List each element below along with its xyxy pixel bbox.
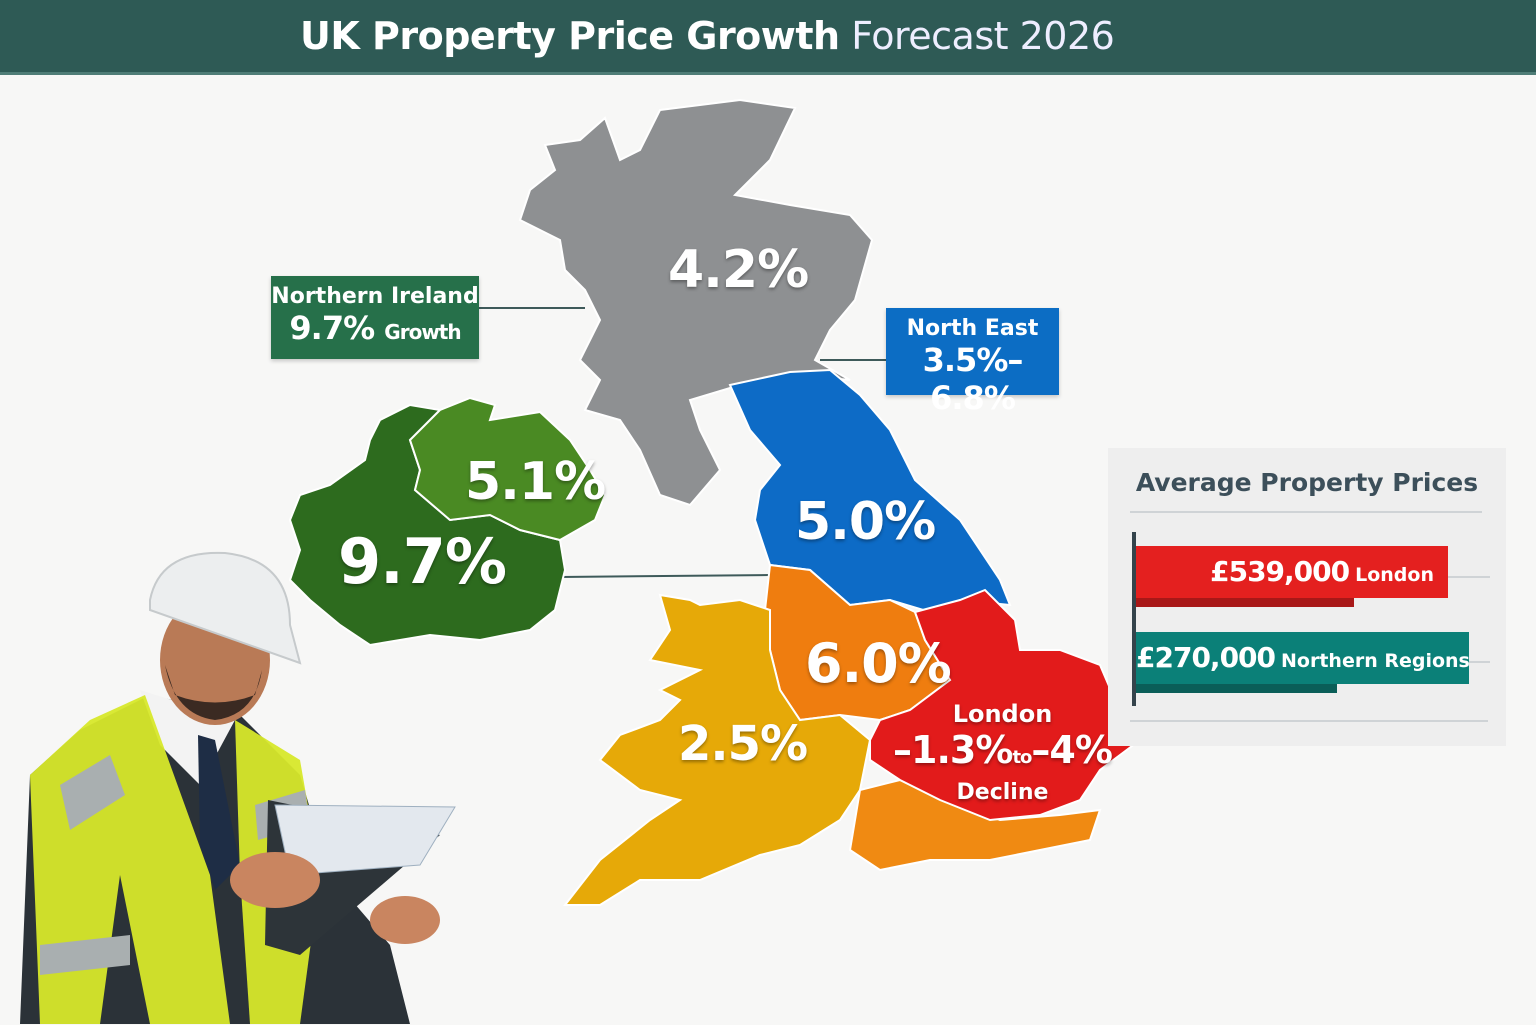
header-bar: UK Property Price Growth Forecast 2026 [0, 0, 1536, 75]
ne-callout-title: North East [906, 316, 1039, 341]
midlands-value: 6.0% [805, 632, 952, 695]
region-scotland [518, 98, 874, 507]
london-label: London –1.3%to–4% Decline [890, 700, 1115, 805]
northern-ireland-map-value: 5.1% [465, 452, 606, 512]
right-hand [370, 896, 440, 944]
panel-rule-bottom [1130, 720, 1488, 722]
north-east-value: 5.0% [795, 492, 936, 552]
wales-value: 2.5% [678, 716, 808, 772]
bar-axis [1132, 532, 1136, 706]
hard-hat [149, 551, 302, 665]
paper-document [274, 804, 456, 876]
bar-london-shade [1136, 598, 1354, 607]
bar-london: £539,000 London [1136, 546, 1448, 598]
average-prices-panel: Average Property Prices £539,000 London £… [1108, 448, 1506, 746]
north-east-callout: North East 3.5%–6.8% [886, 308, 1059, 417]
bar-northern-amount: £270,000 [1136, 641, 1276, 674]
northern-ireland-callout: Northern Ireland 9.7% Growth [271, 276, 479, 359]
ne-callout-high: 6.8% [930, 379, 1016, 417]
left-hand [230, 852, 320, 908]
panel-title: Average Property Prices [1135, 468, 1479, 497]
gridline [1448, 576, 1490, 578]
london-name: London [952, 700, 1053, 728]
page-title: UK Property Price Growth Forecast 2026 [300, 14, 1115, 58]
gridline [1468, 661, 1490, 663]
title-light: Forecast 2026 [851, 14, 1115, 58]
beard [165, 665, 262, 720]
region-london-south-east [869, 588, 1143, 822]
ireland-leader-line [559, 574, 771, 578]
panel-rule-top [1130, 511, 1482, 513]
title-bold: UK Property Price Growth [300, 14, 840, 58]
surveyor-illustration [20, 551, 456, 1024]
reflective-stripes [40, 755, 310, 975]
bar-london-region: London [1355, 564, 1434, 586]
bar-london-amount: £539,000 [1210, 555, 1350, 588]
london-range-to: to [1012, 747, 1032, 768]
london-range-start: –1.3% [893, 728, 1013, 772]
necktie [198, 735, 240, 890]
region-wales-south-west [562, 593, 872, 906]
bar-northern-shade [1136, 684, 1337, 693]
bar-northern-region: Northern Regions [1281, 650, 1470, 672]
london-range-end: –4% [1031, 728, 1113, 772]
ni-callout-value: 9.7% [289, 309, 375, 347]
london-trend: Decline [956, 780, 1049, 805]
scotland-value: 4.2% [668, 240, 809, 300]
ne-callout-low: 3.5% [922, 341, 1009, 379]
ireland-value: 9.7% [338, 525, 507, 598]
bar-northern: £270,000 Northern Regions [1136, 632, 1470, 684]
ne-callout-sep: – [1007, 341, 1023, 379]
region-northern-ireland [408, 396, 607, 542]
ni-callout-suffix: Growth [384, 320, 461, 344]
ni-callout-title: Northern Ireland [271, 284, 479, 309]
